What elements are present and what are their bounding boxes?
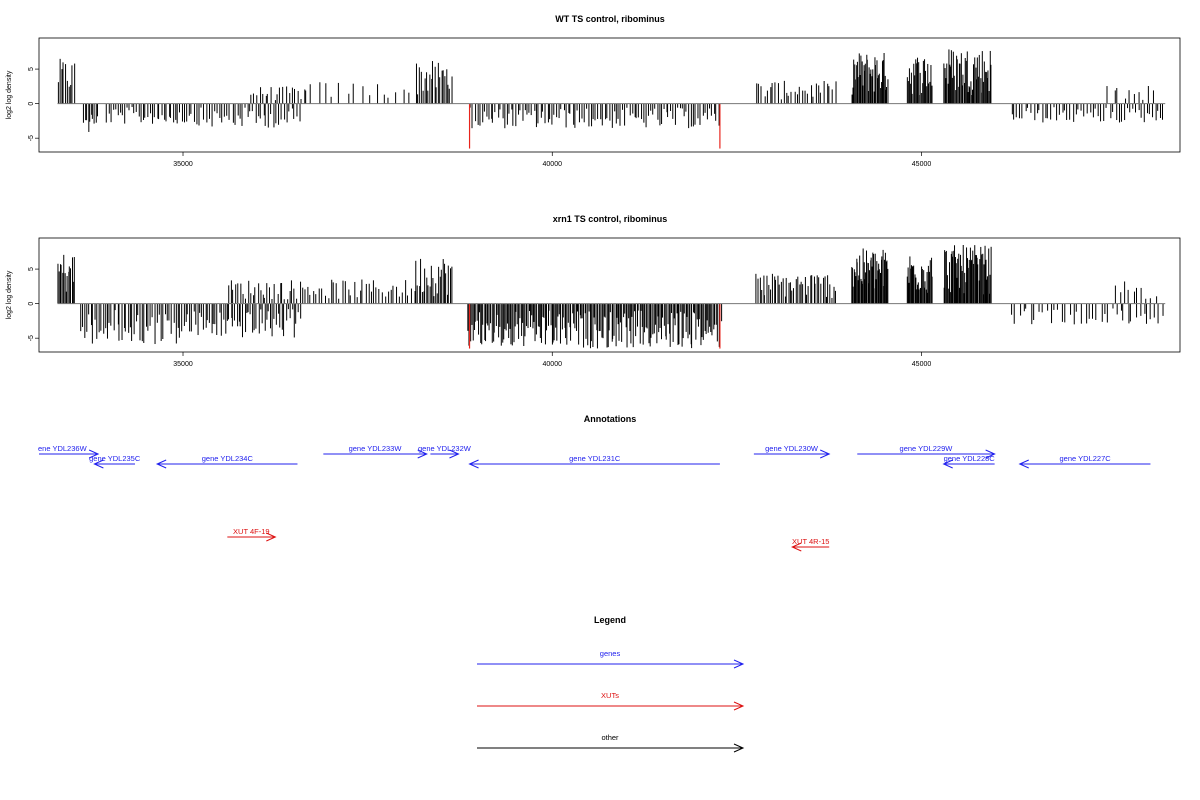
y-tick-label: 5 <box>28 67 35 71</box>
gene-arrow: gene YDL231C <box>468 454 720 469</box>
xut-label: XUT 4F-19 <box>233 527 270 536</box>
gene-arrow: gene YDL234C <box>155 454 298 469</box>
gene-arrow: ene YDL236W <box>38 444 100 459</box>
axis-ticks: -5 0 5 35000 40000 45000 <box>28 267 931 368</box>
legend-item: genes <box>477 649 745 669</box>
legend-title: Legend <box>594 615 626 625</box>
x-tick-label: 35000 <box>173 161 193 168</box>
coverage-bars <box>57 49 1164 132</box>
y-tick-label: 0 <box>28 102 35 106</box>
red-markers <box>468 303 721 349</box>
x-tick-label: 45000 <box>912 361 932 368</box>
gene-arrow: gene YDL235C <box>89 454 141 469</box>
legend: Legend genes XUTs other <box>477 615 745 753</box>
axis-ticks: -5 0 5 35000 40000 45000 <box>28 67 931 168</box>
gene-label: gene YDL227C <box>1060 454 1112 463</box>
legend-item-label: other <box>601 733 619 742</box>
xut-arrow: XUT 4F-19 <box>227 527 277 542</box>
annotations-title: Annotations <box>584 414 637 424</box>
gene-label: gene YDL233W <box>349 444 403 453</box>
y-tick-label: -5 <box>28 135 35 141</box>
red-markers <box>468 103 721 149</box>
x-tick-label: 45000 <box>912 161 932 168</box>
legend-items: genes XUTs other <box>477 649 745 753</box>
gene-label: gene YDL235C <box>89 454 141 463</box>
y-axis-label: log2 log density <box>6 70 13 119</box>
plot-frame <box>38 237 1181 353</box>
x-tick-label: 35000 <box>173 361 193 368</box>
plot-frame <box>38 37 1181 153</box>
gene-label: gene YDL234C <box>202 454 254 463</box>
y-tick-label: 5 <box>28 267 35 271</box>
wt-coverage-panel: WT TS control, ribominus log2 log densit… <box>6 14 1181 168</box>
legend-item-label: genes <box>600 649 621 658</box>
y-tick-label: 0 <box>28 302 35 306</box>
xut-arrow: XUT 4R-15 <box>791 537 829 552</box>
gene-arrow: gene YDL233W <box>323 444 428 459</box>
gene-label: gene YDL231C <box>569 454 621 463</box>
gene-arrow: gene YDL230W <box>753 444 831 459</box>
legend-item: XUTs <box>477 691 745 711</box>
gene-label: gene YDL229W <box>900 444 954 453</box>
gene-arrow: gene YDL227C <box>1018 454 1151 469</box>
panel-title: xrn1 TS control, ribominus <box>553 214 668 224</box>
gene-label: gene YDL230W <box>765 444 819 453</box>
gene-arrow: gene YDL229W <box>857 444 996 459</box>
y-axis-label: log2 log density <box>6 270 13 319</box>
gene-arrow: gene YDL232W <box>418 444 472 459</box>
gene-label: gene YDL232W <box>418 444 472 453</box>
x-tick-label: 40000 <box>543 161 563 168</box>
legend-item-label: XUTs <box>601 691 619 700</box>
gene-label: ene YDL236W <box>38 444 88 453</box>
xrn1-coverage-panel: xrn1 TS control, ribominus log2 log dens… <box>6 214 1181 368</box>
y-tick-label: -5 <box>28 335 35 341</box>
x-tick-label: 40000 <box>543 361 563 368</box>
xut-label: XUT 4R-15 <box>792 537 829 546</box>
gene-label: gene YDL228C <box>944 454 996 463</box>
coverage-bars <box>57 244 1164 349</box>
legend-item: other <box>477 733 745 753</box>
gene-arrow: gene YDL228C <box>942 454 996 469</box>
panel-title: WT TS control, ribominus <box>555 14 665 24</box>
